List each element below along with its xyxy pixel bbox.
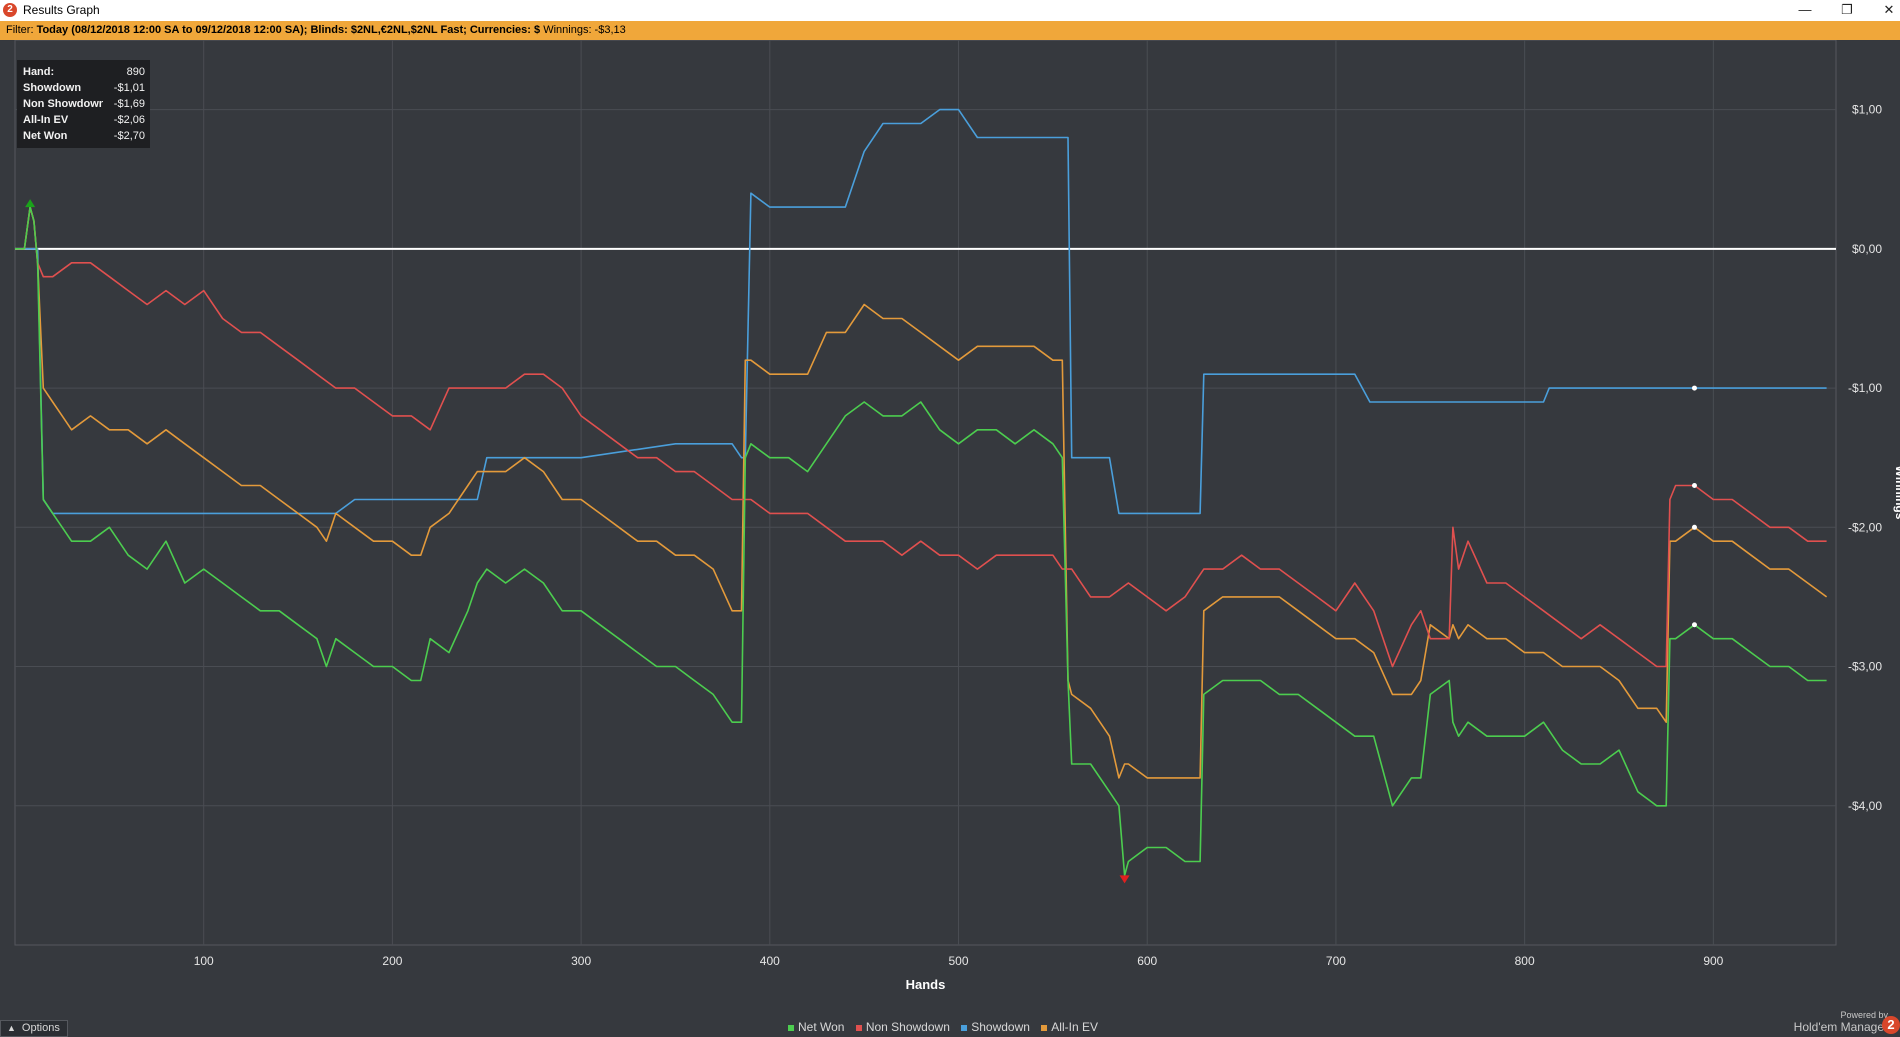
x-axis-label: Hands bbox=[906, 977, 946, 992]
hover-marker-net-won bbox=[1691, 622, 1697, 628]
info-key: Hand: bbox=[23, 66, 55, 78]
y-tick-label: -$2,00 bbox=[1848, 520, 1882, 534]
info-key: Net Won bbox=[23, 130, 68, 142]
legend-label: Net Won bbox=[798, 1020, 845, 1034]
legend-item-net-won[interactable]: Net Won bbox=[788, 1020, 844, 1034]
chart-legend: Net Won Non Showdown Showdown All-In EV bbox=[788, 1020, 1106, 1034]
info-key: Non Showdown bbox=[23, 98, 103, 110]
window-title: Results Graph bbox=[23, 3, 100, 17]
hover-info-box: Hand: 890 Showdown -$1,01 Non Showdown -… bbox=[17, 60, 150, 148]
y-tick-label: $1,00 bbox=[1852, 103, 1882, 117]
info-value: -$2,06 bbox=[113, 114, 145, 126]
legend-swatch bbox=[788, 1024, 794, 1031]
info-value: 890 bbox=[126, 66, 145, 78]
info-row-all-in-ev: All-In EV -$2,06 bbox=[23, 112, 145, 128]
x-tick-label: 700 bbox=[1326, 954, 1346, 968]
legend-item-non-showdown[interactable]: Non Showdown bbox=[855, 1020, 950, 1034]
title-bar: 2 Results Graph — ❐ ✕ bbox=[0, 0, 1900, 21]
info-value: -$1,01 bbox=[113, 82, 145, 94]
filter-winnings: Winnings: -$3,13 bbox=[543, 24, 626, 36]
legend-item-showdown[interactable]: Showdown bbox=[961, 1020, 1030, 1034]
info-row-non-showdown: Non Showdown -$1,69 bbox=[23, 96, 145, 112]
info-value: -$1,69 bbox=[113, 98, 145, 110]
hover-marker-non-showdown bbox=[1691, 483, 1697, 489]
y-tick-label: -$4,00 bbox=[1848, 799, 1882, 813]
caret-up-icon: ▲ bbox=[7, 1023, 16, 1033]
legend-swatch bbox=[1041, 1024, 1048, 1031]
x-tick-label: 800 bbox=[1515, 954, 1535, 968]
plot-area bbox=[14, 40, 1837, 946]
options-button[interactable]: ▲ Options bbox=[0, 1020, 68, 1037]
x-tick-label: 900 bbox=[1703, 954, 1723, 968]
info-value: -$2,70 bbox=[113, 130, 145, 142]
brand-logo: 2 bbox=[1882, 1016, 1900, 1034]
brand-name: Hold'em Manager bbox=[1793, 1020, 1888, 1034]
info-row-hand: Hand: 890 bbox=[23, 64, 145, 80]
series-line-net-won bbox=[15, 206, 1827, 877]
info-key: All-In EV bbox=[23, 114, 69, 126]
legend-label: Showdown bbox=[971, 1020, 1030, 1034]
series-line-all-in-ev bbox=[15, 206, 1828, 779]
legend-item-all-in-ev[interactable]: All-In EV bbox=[1041, 1020, 1098, 1034]
info-row-net-won: Net Won -$2,70 bbox=[23, 128, 145, 144]
filter-label: Filter: bbox=[6, 24, 34, 36]
peak-marker-icon bbox=[25, 199, 36, 208]
legend-label: All-In EV bbox=[1051, 1020, 1098, 1034]
filter-value: Today (08/12/2018 12:00 SA to 09/12/2018… bbox=[36, 24, 541, 36]
y-tick-label: $0,00 bbox=[1852, 242, 1882, 256]
brand-powered: Powered by bbox=[1840, 1010, 1888, 1020]
hover-marker-showdown bbox=[1691, 385, 1697, 391]
series-line-showdown bbox=[15, 108, 1827, 515]
legend-label: Non Showdown bbox=[865, 1020, 950, 1034]
holdem-manager-icon: 2 bbox=[3, 3, 17, 17]
trough-marker-icon bbox=[1119, 875, 1130, 884]
x-tick-label: 500 bbox=[949, 954, 969, 968]
series-line-non-showdown bbox=[15, 206, 1827, 668]
restore-icon[interactable]: ❐ bbox=[1841, 2, 1853, 17]
bottom-bar: ▲ Options Net Won Non Showdown Showdown A… bbox=[0, 1010, 1900, 1037]
y-axis-label: Winnings bbox=[1893, 466, 1900, 520]
x-tick-label: 400 bbox=[760, 954, 780, 968]
info-row-showdown: Showdown -$1,01 bbox=[23, 80, 145, 96]
info-key: Showdown bbox=[23, 82, 82, 94]
legend-swatch bbox=[961, 1024, 968, 1031]
close-icon[interactable]: ✕ bbox=[1883, 2, 1895, 17]
brand: Powered by Hold'em Manager 2 bbox=[1793, 1010, 1900, 1034]
options-label: Options bbox=[21, 1022, 60, 1034]
filter-bar[interactable]: Filter: Today (08/12/2018 12:00 SA to 09… bbox=[0, 21, 1900, 40]
hover-marker-all-in-ev bbox=[1691, 524, 1697, 530]
results-graph[interactable]: 100 200 300 400 500 600 700 800 900 $1,00 $0,00 -$1… bbox=[0, 40, 1900, 1010]
y-tick-label: -$3,00 bbox=[1848, 660, 1882, 674]
x-tick-label: 200 bbox=[382, 954, 402, 968]
y-tick-label: -$1,00 bbox=[1848, 381, 1882, 395]
minimize-icon[interactable]: — bbox=[1798, 2, 1812, 17]
x-tick-label: 300 bbox=[571, 954, 591, 968]
x-tick-label: 100 bbox=[194, 954, 214, 968]
x-tick-label: 600 bbox=[1137, 954, 1157, 968]
legend-swatch bbox=[855, 1024, 862, 1031]
